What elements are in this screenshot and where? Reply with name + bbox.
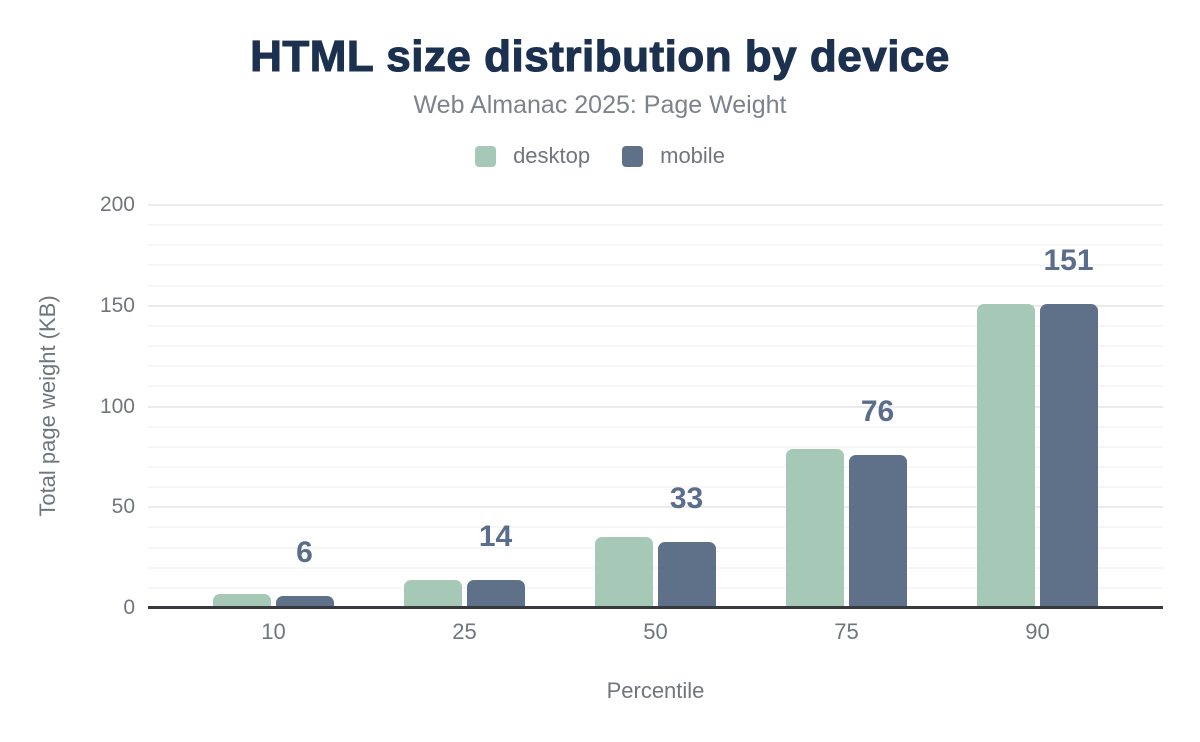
value-label-p25: 14 — [478, 519, 513, 553]
x-tick-90: 90 — [1025, 619, 1050, 644]
legend-swatch-mobile — [622, 145, 644, 167]
gridline-40 — [148, 526, 1163, 529]
gridline-50 — [148, 506, 1163, 509]
gridline-30 — [148, 546, 1163, 549]
bar-desktop-p50 — [595, 537, 653, 608]
x-tick-50: 50 — [643, 619, 668, 644]
bar-mobile-p25 — [467, 579, 525, 608]
bar-mobile-p50 — [658, 541, 716, 608]
value-label-p50: 33 — [669, 481, 704, 515]
bar-desktop-p25 — [404, 579, 462, 608]
bar-desktop-p90 — [977, 303, 1035, 608]
y-axis-ticks: 0 50 100 150 200 — [0, 193, 135, 619]
legend-label-mobile: mobile — [660, 143, 725, 168]
x-axis-line — [148, 606, 1163, 609]
bar-desktop-p75 — [786, 448, 844, 608]
gridline-150 — [148, 304, 1163, 307]
gridline-10 — [148, 586, 1163, 589]
x-tick-75: 75 — [834, 619, 859, 644]
gridline-140 — [148, 324, 1163, 327]
plot-area: 6 14 33 76 151 — [148, 204, 1163, 609]
y-tick-50: 50 — [111, 495, 135, 519]
x-axis-title: Percentile — [606, 678, 705, 703]
bar-group-p75: 76 — [751, 205, 942, 608]
legend: desktop mobile — [0, 143, 1200, 169]
gridline-80 — [148, 445, 1163, 448]
value-label-p75: 76 — [860, 394, 895, 428]
x-axis-ticks: 10 25 50 75 90 — [148, 618, 1163, 646]
y-tick-100: 100 — [99, 394, 135, 418]
gridline-130 — [148, 345, 1163, 348]
y-tick-150: 150 — [99, 293, 135, 317]
gridline-70 — [148, 465, 1163, 468]
bar-group-p90: 151 — [942, 205, 1133, 608]
gridline-120 — [148, 365, 1163, 368]
x-tick-25: 25 — [452, 619, 477, 644]
bar-group-p25: 14 — [369, 205, 560, 608]
bar-group-p10: 6 — [178, 205, 369, 608]
gridline-90 — [148, 425, 1163, 428]
bar-desktop-p10 — [213, 593, 271, 608]
gridline-110 — [148, 385, 1163, 388]
chart-subtitle: Web Almanac 2025: Page Weight — [413, 91, 787, 119]
legend-label-desktop: desktop — [513, 143, 591, 168]
y-tick-200: 200 — [99, 193, 135, 216]
legend-item-desktop[interactable]: desktop — [475, 143, 590, 169]
bar-mobile-p10 — [276, 595, 334, 608]
x-tick-10: 10 — [261, 619, 286, 644]
gridline-190 — [148, 224, 1163, 227]
bar-group-p50: 33 — [560, 205, 751, 608]
legend-swatch-desktop — [475, 145, 497, 167]
gridline-160 — [148, 284, 1163, 287]
gridline-180 — [148, 244, 1163, 247]
bar-groups: 6 14 33 76 151 — [148, 205, 1163, 608]
legend-item-mobile[interactable]: mobile — [622, 143, 725, 169]
chart-title: HTML size distribution by device — [250, 32, 950, 81]
gridline-100 — [148, 405, 1163, 408]
y-tick-0: 0 — [123, 596, 135, 619]
gridline-20 — [148, 566, 1163, 569]
gridline-170 — [148, 264, 1163, 267]
gridline-60 — [148, 486, 1163, 489]
gridline-200 — [148, 204, 1163, 206]
bar-mobile-p75 — [849, 454, 907, 608]
value-label-p10: 6 — [296, 535, 313, 569]
value-label-p90: 151 — [1043, 243, 1094, 277]
bar-mobile-p90 — [1040, 303, 1098, 608]
